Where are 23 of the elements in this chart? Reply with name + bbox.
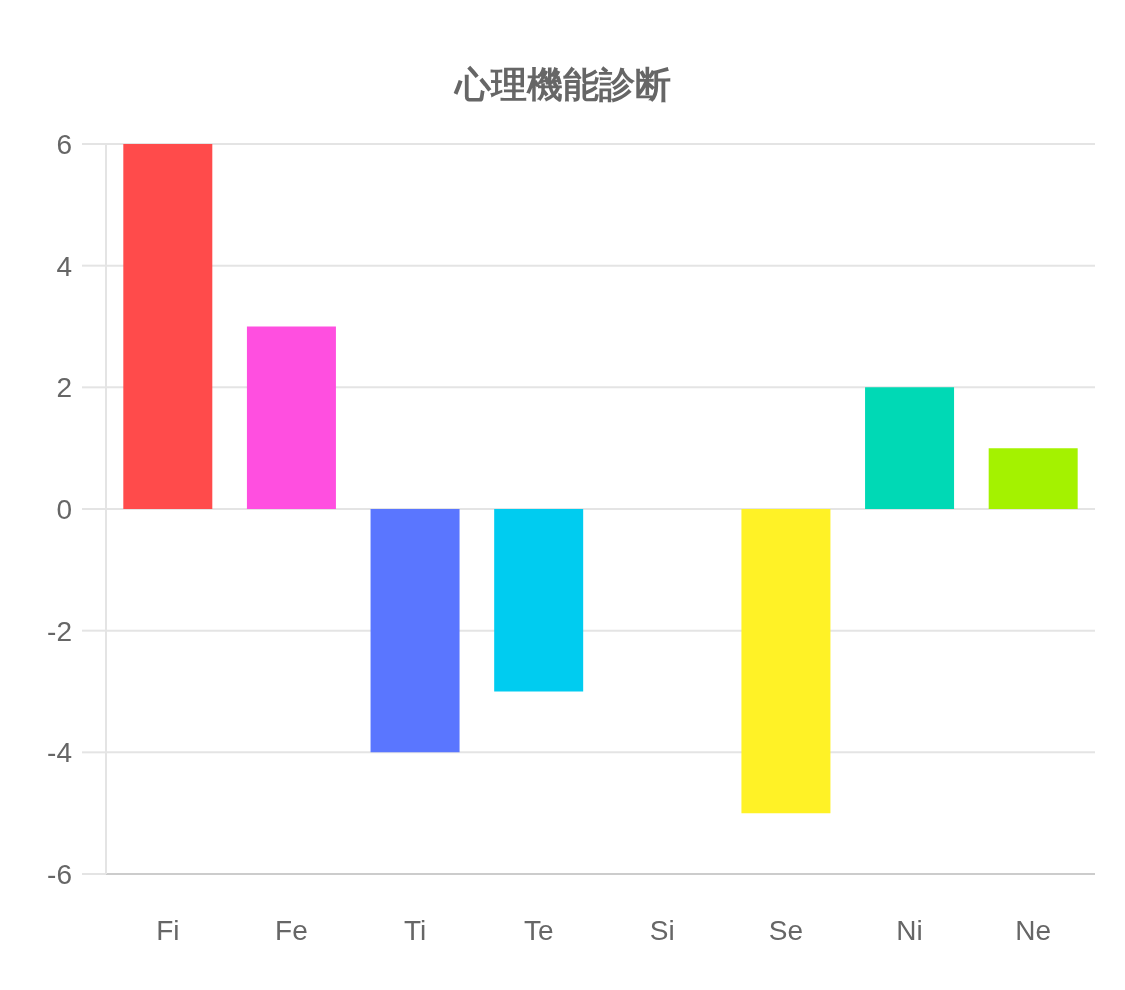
x-tick-label: Te [523,914,554,946]
chart-title: 心理機能診断 [453,63,672,107]
x-tick-label: Fi [156,914,180,946]
bar [741,509,831,814]
y-tick-label: 2 [56,372,72,404]
y-tick-label: -2 [47,615,72,647]
y-tick-label: 6 [56,128,72,160]
x-tick-label: Fe [275,914,308,946]
y-tick-label: -4 [47,737,72,769]
y-tick-label: -6 [47,858,72,890]
x-tick-label: Ni [896,914,923,946]
x-tick-label: Se [768,914,804,946]
y-tick-label: 4 [56,250,72,282]
x-tick-label: Si [649,914,675,946]
x-tick-label: Ne [1015,914,1052,946]
bar [865,387,955,509]
bar [370,509,460,753]
bar [123,144,213,509]
bar [988,448,1078,509]
bar [246,326,336,509]
x-tick-label: Ti [403,914,427,946]
bar [494,509,584,692]
y-tick-label: 0 [56,493,72,525]
